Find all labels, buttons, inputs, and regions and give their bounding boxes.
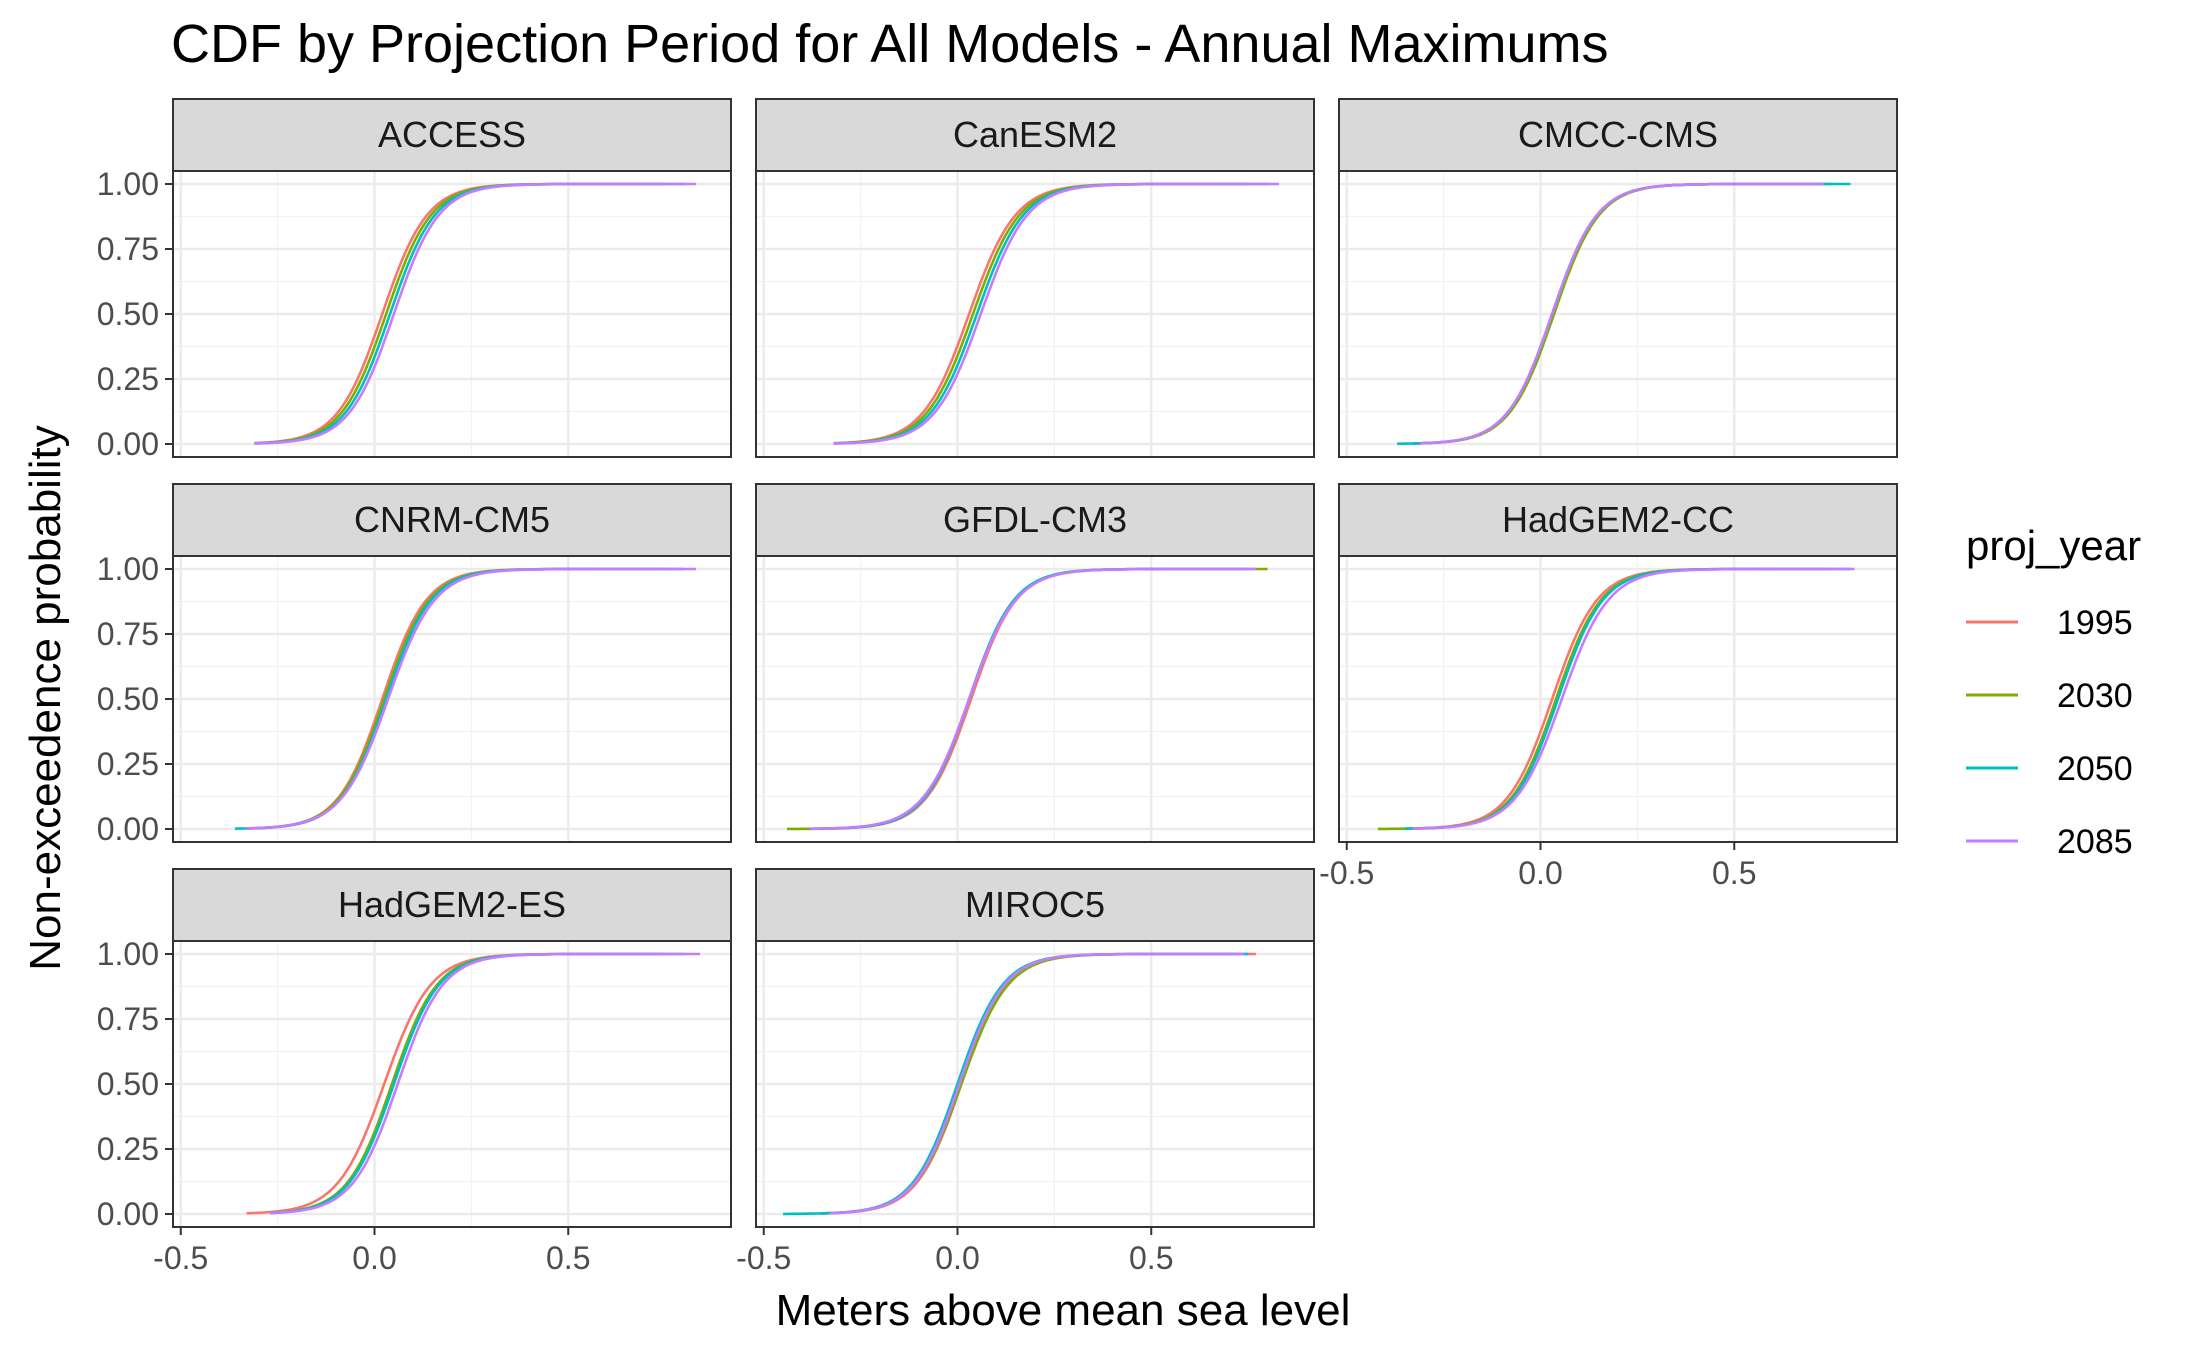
facet-strip <box>172 868 732 942</box>
y-tick-label: 0.50 <box>97 1066 159 1102</box>
cdf-line-2085 <box>269 952 700 1215</box>
legend-title: proj_year <box>1966 522 2141 569</box>
legend: proj_year 1995 2030 2050 2085 <box>1966 522 2141 861</box>
x-tick-label: 0.5 <box>1129 1240 1173 1276</box>
cdf-line-2085 <box>246 567 697 830</box>
legend-label: 2050 <box>2057 750 2133 788</box>
facet-strip <box>755 868 1315 942</box>
y-tick-label: 0.75 <box>97 1001 159 1037</box>
facet-strip <box>1338 98 1898 172</box>
facet-panel: CanESM2 <box>755 98 1315 458</box>
panel-border <box>755 170 1315 458</box>
cdf-line-2085 <box>810 567 1256 831</box>
panel-border <box>755 555 1315 843</box>
y-tick-label: 0.25 <box>97 361 159 397</box>
y-tick-label: 1.00 <box>97 936 159 972</box>
facet-strip <box>755 483 1315 557</box>
facet-panel: CMCC-CMS <box>1338 98 1898 458</box>
legend-label: 2030 <box>2057 677 2133 715</box>
facet-panel: HadGEM2-CC <box>1338 483 1898 843</box>
facet-strip-label: CMCC-CMS <box>1518 114 1718 155</box>
y-tick-label: 0.00 <box>97 426 159 462</box>
y-tick-label: 1.00 <box>97 166 159 202</box>
y-tick-label: 0.75 <box>97 231 159 267</box>
facet-panel: MIROC5 <box>755 868 1315 1228</box>
x-tick-label: 0.0 <box>352 1240 396 1276</box>
facet-strip-label: HadGEM2-CC <box>1502 499 1734 540</box>
cdf-line-2085 <box>1412 567 1855 830</box>
y-tick-label: 0.75 <box>97 616 159 652</box>
facet-strip-label: MIROC5 <box>965 884 1105 925</box>
facet-strip-label: CNRM-CM5 <box>354 499 550 540</box>
cdf-line-2085 <box>1420 182 1824 445</box>
facet-panel: HadGEM2-ES 0.00 0.25 0.50 0.75 1.00 <box>97 868 732 1232</box>
cdf-line-2085 <box>833 182 1280 445</box>
panel-border <box>755 940 1315 1228</box>
y-tick-label: 1.00 <box>97 551 159 587</box>
y-tick-label: 0.25 <box>97 1131 159 1167</box>
facet-strip-label: ACCESS <box>378 114 526 155</box>
panel-border <box>1338 170 1898 458</box>
facet-strip-label: HadGEM2-ES <box>338 884 566 925</box>
facet-strip-label: GFDL-CM3 <box>943 499 1127 540</box>
panel-border <box>1338 555 1898 843</box>
x-tick-label: 0.0 <box>935 1240 979 1276</box>
x-tick-label: -0.5 <box>1319 855 1374 891</box>
x-tick-label: -0.5 <box>736 1240 791 1276</box>
x-tick-label: 0.5 <box>546 1240 590 1276</box>
y-tick-label: 0.50 <box>97 681 159 717</box>
facet-panel: CNRM-CM5 0.00 0.25 0.50 0.75 1.00 <box>97 483 732 847</box>
cdf-line-2085 <box>254 182 697 445</box>
facet-panel: ACCESS 0.00 0.25 0.50 0.75 1.00 <box>97 98 732 462</box>
facet-strip <box>172 98 732 172</box>
facet-strip <box>1338 483 1898 557</box>
facet-strip <box>755 98 1315 172</box>
y-tick-label: 0.00 <box>97 1196 159 1232</box>
facet-strip-label: CanESM2 <box>953 114 1117 155</box>
y-tick-label: 0.25 <box>97 746 159 782</box>
facet-panel: GFDL-CM3 <box>755 483 1315 843</box>
facet-strip <box>172 483 732 557</box>
x-tick-label: -0.5 <box>153 1240 208 1276</box>
legend-label: 1995 <box>2057 604 2133 642</box>
cdf-line-2085 <box>829 952 1245 1215</box>
x-axis-title: Meters above mean sea level <box>776 1286 1351 1335</box>
y-tick-label: 0.00 <box>97 811 159 847</box>
y-axis-title: Non-exceedence probability <box>21 425 70 970</box>
x-tick-label: 0.5 <box>1712 855 1756 891</box>
facet-panels: ACCESS 0.00 0.25 0.50 0.75 1.00 CanESM2 CMCC-CM… <box>97 98 1898 1232</box>
y-tick-label: 0.50 <box>97 296 159 332</box>
chart-title: CDF by Projection Period for All Models … <box>171 14 1609 74</box>
x-tick-label: 0.0 <box>1518 855 1562 891</box>
legend-label: 2085 <box>2057 823 2133 861</box>
x-axes: -0.5 0.0 0.5 -0.5 0.0 0.5 -0.5 0.0 0.5 <box>153 842 1756 1276</box>
